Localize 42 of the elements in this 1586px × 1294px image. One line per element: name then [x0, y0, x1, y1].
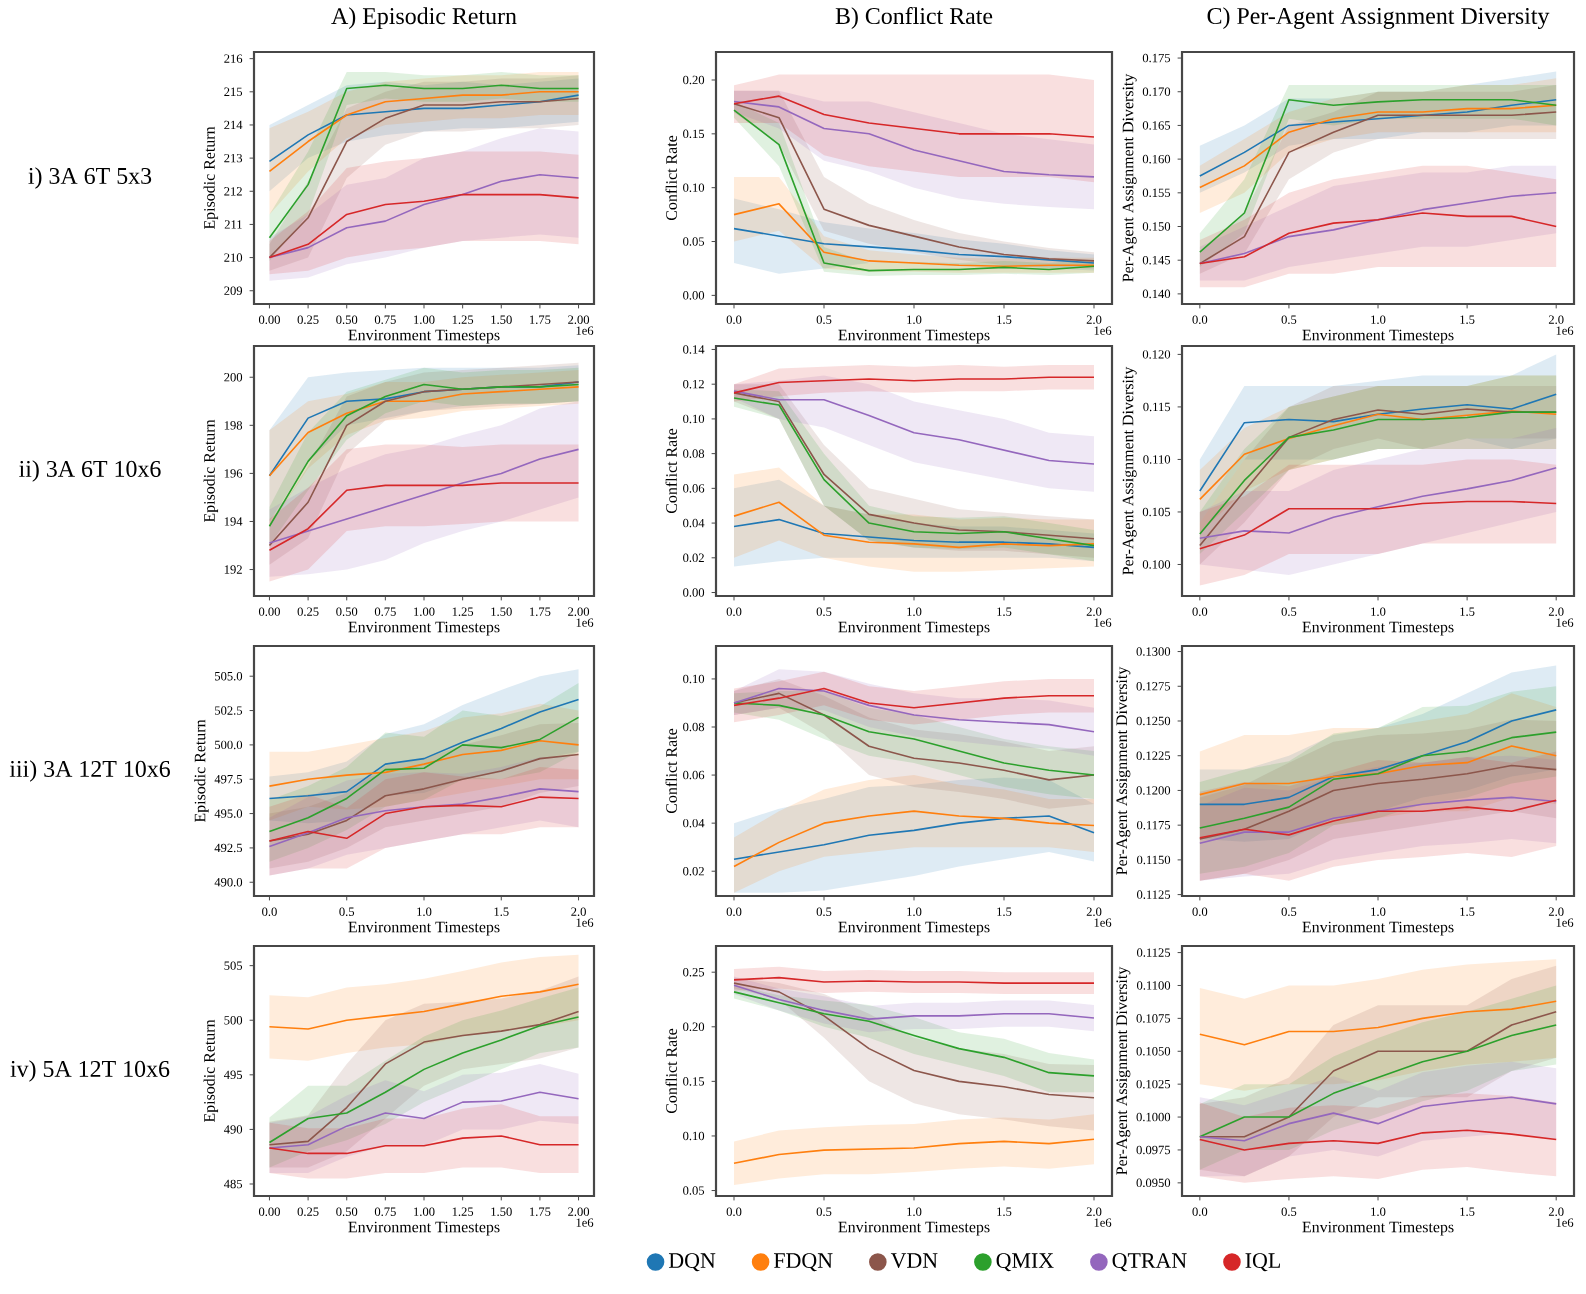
line-series — [1199, 192, 1557, 265]
line-series — [733, 687, 1095, 709]
legend-label: QTRAN — [1112, 1253, 1187, 1272]
line-series — [733, 518, 1095, 549]
line-series — [1199, 104, 1557, 189]
line-series — [733, 991, 1095, 1077]
line-series — [733, 687, 1095, 733]
line-series — [268, 698, 580, 800]
line-series — [733, 100, 1095, 178]
line-series — [268, 173, 580, 259]
line-series — [268, 97, 580, 259]
line-series — [1199, 467, 1557, 540]
chart-title: C) Per-Agent Assignment Diversity — [1207, 7, 1550, 29]
line-series — [268, 983, 580, 1030]
line-series — [268, 448, 580, 544]
line-series — [733, 984, 1095, 1020]
line-series — [1199, 745, 1557, 796]
line-series — [268, 84, 580, 239]
line-series — [268, 1135, 580, 1155]
line-series — [1199, 212, 1557, 265]
chart-title: B) Conflict Rate — [835, 7, 993, 29]
text: iv) 5A 12T 10x6 — [10, 1060, 170, 1082]
line-series — [1199, 1096, 1557, 1142]
line-series — [268, 716, 580, 833]
line-series — [1199, 731, 1557, 829]
text: iii) 3A 12T 10x6 — [9, 760, 170, 782]
line-series — [1199, 1000, 1557, 1046]
line-series — [1199, 764, 1557, 840]
line-series — [268, 1091, 580, 1149]
line-series — [1199, 1129, 1557, 1151]
line-series — [268, 739, 580, 787]
legend-label: FDQN — [774, 1253, 833, 1272]
line-series — [1199, 410, 1557, 501]
text: ii) 3A 6T 10x6 — [19, 460, 161, 482]
legend-label: VDN — [890, 1253, 938, 1268]
line-series — [1199, 393, 1557, 492]
chart-title: A) Episodic Return — [331, 7, 517, 30]
legend-label: QMIX — [996, 1253, 1054, 1272]
legend-label: IQL — [1245, 1253, 1280, 1272]
line-series — [733, 501, 1095, 549]
text: i) 3A 6T 5x3 — [28, 167, 152, 189]
legend-label: DQN — [668, 1253, 716, 1272]
